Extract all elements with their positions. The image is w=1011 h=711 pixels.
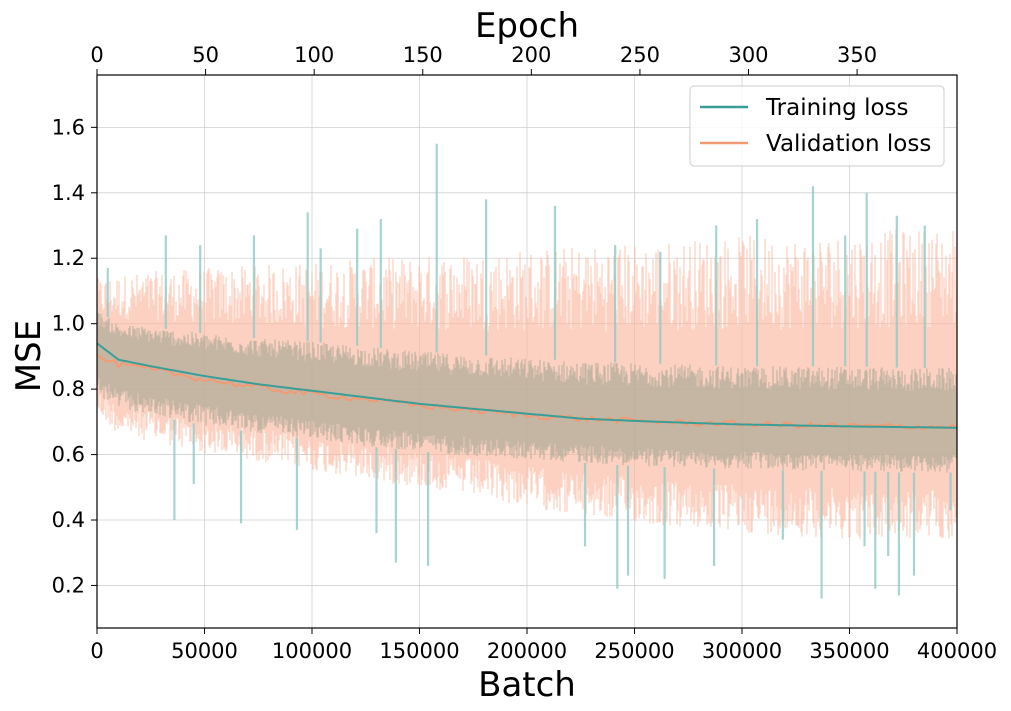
x-tick-label: 200000 <box>487 639 567 663</box>
top-x-tick-label: 50 <box>192 43 219 67</box>
top-x-tick-label: 100 <box>294 43 334 67</box>
y-tick-label: 0.6 <box>52 443 85 467</box>
x-tick-label: 250000 <box>594 639 674 663</box>
x-tick-label: 400000 <box>917 639 997 663</box>
y-tick-label: 1.0 <box>52 312 85 336</box>
top-x-tick-label: 0 <box>90 43 103 67</box>
legend-training-label: Training loss <box>765 95 909 121</box>
top-x-tick-label: 350 <box>837 43 877 67</box>
legend: Training loss Validation loss <box>689 85 945 167</box>
y-tick-label: 1.2 <box>52 246 85 270</box>
top-x-axis-title: Epoch <box>475 6 579 46</box>
y-tick-label: 1.4 <box>52 181 85 205</box>
top-x-tick-label: 200 <box>511 43 551 67</box>
x-tick-label: 350000 <box>809 639 889 663</box>
top-x-tick-label: 300 <box>728 43 768 67</box>
legend-box <box>689 85 945 167</box>
top-x-tick-label: 150 <box>403 43 443 67</box>
axis-ticks: 0 50000 100000 150000 200000 250000 300000 3500… <box>52 43 997 663</box>
y-tick-label: 0.4 <box>52 508 85 532</box>
legend-validation-label: Validation loss <box>766 131 931 157</box>
x-tick-label: 100000 <box>272 639 352 663</box>
series-area <box>97 143 957 599</box>
x-tick-label: 150000 <box>379 639 459 663</box>
training-loss-line <box>97 342 957 429</box>
y-tick-label: 0.2 <box>52 573 85 597</box>
x-tick-label: 0 <box>90 639 103 663</box>
y-axis-title: MSE <box>9 320 49 392</box>
y-tick-label: 0.8 <box>52 377 85 401</box>
x-axis-title: Batch <box>478 665 576 705</box>
top-x-tick-label: 250 <box>620 43 660 67</box>
y-tick-label: 1.6 <box>52 115 85 139</box>
x-tick-label: 300000 <box>702 639 782 663</box>
x-tick-label: 50000 <box>171 639 238 663</box>
